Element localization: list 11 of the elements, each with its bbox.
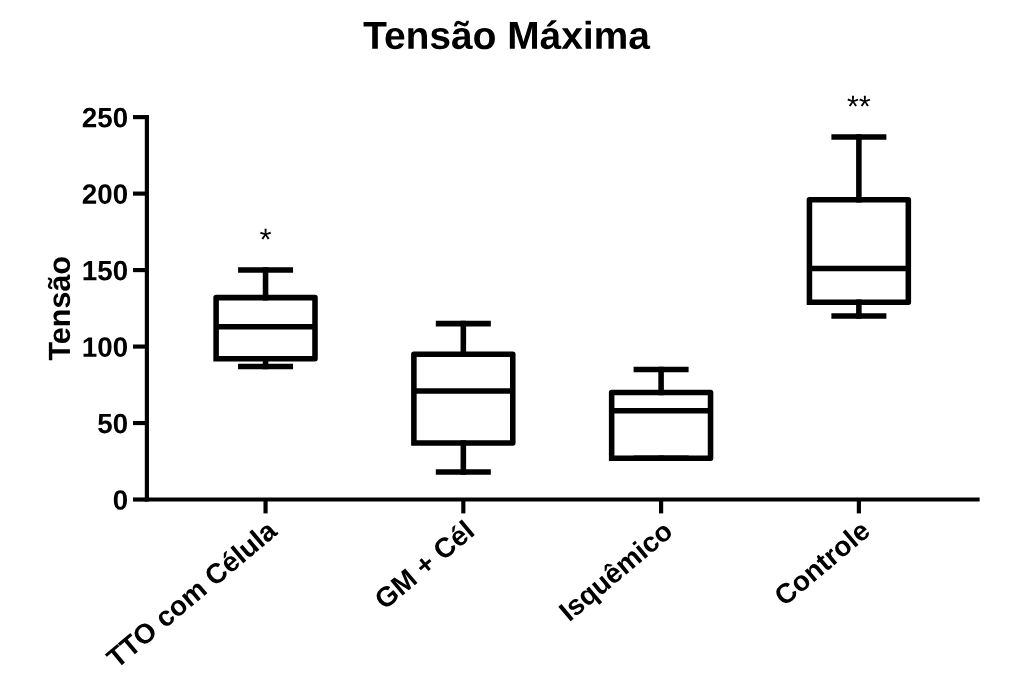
- annotation: *: [260, 228, 272, 240]
- y-tick-label: 150: [83, 260, 127, 281]
- y-tick-label: 250: [82, 107, 127, 128]
- y-tick-label: 100: [83, 337, 127, 357]
- y-tick-label: 50: [98, 413, 127, 434]
- chart-title: Tensão Máxima: [363, 20, 651, 50]
- annotation: **: [847, 95, 871, 107]
- y-tick-label: 200: [82, 184, 127, 204]
- y-axis-title: Tensão: [47, 257, 71, 361]
- x-tick-label: GM + Cél: [372, 519, 475, 611]
- y-tick-label: 0: [113, 490, 127, 510]
